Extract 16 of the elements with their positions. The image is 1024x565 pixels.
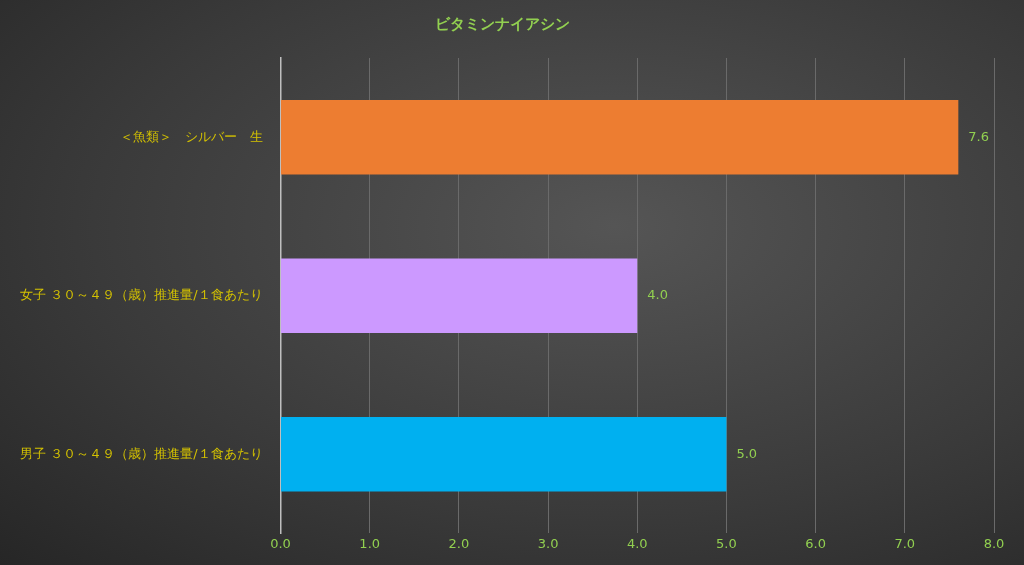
y-tick-label: ＜魚類＞ シルバー 生 bbox=[119, 128, 263, 144]
chart-title: ビタミンナイアシン bbox=[434, 14, 570, 33]
y-tick-label: 女子 ３０～４９（歳）推進量/１食あたり bbox=[20, 287, 263, 303]
x-tick-label: 2.0 bbox=[448, 535, 470, 551]
data-label: 4.0 bbox=[647, 287, 668, 303]
x-tick-label: 8.0 bbox=[983, 535, 1005, 551]
x-tick-label: 3.0 bbox=[537, 535, 559, 551]
x-tick-label: 1.0 bbox=[359, 535, 381, 551]
y-tick-label: 男子 ３０～４９（歳）推進量/１食あたり bbox=[20, 445, 263, 461]
x-tick-label: 4.0 bbox=[626, 535, 648, 551]
x-tick-label: 7.0 bbox=[894, 535, 916, 551]
x-tick-label: 5.0 bbox=[716, 535, 737, 551]
x-tick-label: 0.0 bbox=[270, 535, 291, 551]
x-tick-label: 6.0 bbox=[805, 535, 826, 551]
data-label: 5.0 bbox=[736, 445, 758, 461]
data-label: 7.6 bbox=[968, 128, 990, 144]
